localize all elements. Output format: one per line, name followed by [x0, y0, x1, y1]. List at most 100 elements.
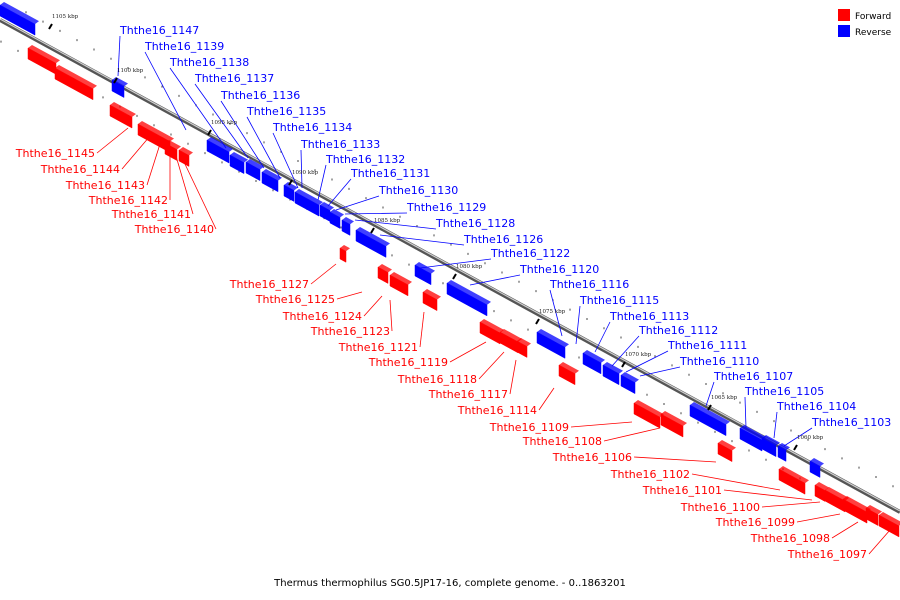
reverse-gene-label: Ththe16_1110: [679, 355, 759, 368]
forward-label-leader: [363, 295, 383, 317]
reverse-label-leader: [300, 149, 303, 189]
forward-gene-label: Ththe16_1108: [522, 435, 602, 448]
reverse-gene: [329, 211, 341, 229]
forward-label-leader: [603, 427, 661, 442]
forward-label-leader: [183, 161, 217, 230]
reverse-gene-top: [690, 402, 730, 425]
reverse-gene: [294, 191, 320, 217]
reverse-gene-top: [447, 280, 491, 305]
legend-reverse-swatch: [838, 25, 850, 37]
forward-label-leader: [146, 143, 161, 186]
reverse-gene-label: Ththe16_1105: [744, 385, 824, 398]
scale-label: 1090 kbp: [292, 170, 319, 176]
reverse-label-leader: [117, 35, 121, 77]
forward-gene-label: Ththe16_1099: [715, 516, 795, 529]
reverse-gene-top: [262, 169, 282, 181]
scale-label: 1095 kbp: [211, 120, 238, 126]
forward-gene: [389, 274, 409, 297]
forward-gene-label: Ththe16_1106: [552, 451, 632, 464]
reverse-label-leader: [773, 411, 778, 439]
forward-gene-top: [866, 505, 882, 515]
forward-gene-top: [843, 496, 871, 513]
reverse-gene: [261, 171, 279, 193]
reverse-gene-label: Ththe16_1128: [435, 217, 515, 230]
reverse-label-leader: [549, 289, 563, 337]
reverse-gene-top: [356, 227, 390, 247]
scale-labels-layer: 1105 kbp 1100 kbp 1095 kbp 1090 kbp 1085 kbp…: [48, 14, 824, 451]
major-tick: [535, 318, 540, 325]
forward-gene: [558, 364, 576, 386]
reverse-gene-top: [295, 189, 323, 206]
forward-gene-top: [779, 466, 809, 484]
major-tick: [621, 361, 626, 368]
reverse-gene-label: Ththe16_1111: [667, 339, 747, 352]
forward-label-leader: [509, 359, 517, 395]
forward-label-leader: [121, 135, 151, 170]
reverse-gene-label: Ththe16_1122: [490, 247, 570, 260]
major-tick: [113, 77, 118, 84]
forward-gene-label: Ththe16_1098: [750, 532, 830, 545]
forward-label-leader: [761, 501, 821, 508]
forward-gene-label: Ththe16_1140: [134, 223, 214, 236]
reverse-gene-top: [810, 458, 824, 467]
forward-gene-top: [28, 45, 60, 64]
forward-gene-top: [179, 147, 193, 156]
forward-label-leader: [336, 291, 363, 300]
forward-gene: [842, 498, 868, 524]
scale-label: 1065 kbp: [711, 395, 738, 401]
forward-gene-label: Ththe16_1109: [489, 421, 569, 434]
major-tick: [707, 404, 712, 411]
reverse-gene-label: Ththe16_1137: [194, 72, 274, 85]
forward-gene-top: [390, 272, 412, 285]
reverse-gene: [414, 264, 432, 286]
reverse-label-leader: [594, 321, 611, 353]
reverse-gene: [341, 219, 351, 236]
forward-gene-label: Ththe16_1118: [397, 373, 477, 386]
forward-gene-top: [55, 65, 97, 89]
forward-gene-top: [110, 102, 136, 118]
reverse-gene-label: Ththe16_1136: [220, 89, 300, 102]
forward-gene-label: Ththe16_1119: [368, 356, 448, 369]
forward-label-leader: [419, 311, 425, 348]
forward-gene-label: Ththe16_1141: [111, 208, 191, 221]
reverse-gene: [582, 352, 602, 375]
reverse-gene-top: [740, 425, 766, 441]
forward-gene-label: Ththe16_1144: [40, 163, 120, 176]
genes-layer: [0, 2, 900, 538]
forward-gene: [422, 291, 438, 312]
forward-gene-top: [559, 362, 579, 374]
forward-gene: [178, 149, 190, 167]
reverse-label-leader: [705, 381, 715, 407]
forward-gene-label: Ththe16_1101: [642, 484, 722, 497]
reverse-gene: [283, 184, 295, 202]
reverse-gene-label: Ththe16_1120: [519, 263, 599, 276]
major-tick: [48, 23, 53, 30]
scale-label: 1075 kbp: [539, 309, 566, 315]
major-tick: [288, 179, 293, 186]
reverse-gene: [229, 154, 245, 175]
scale-label: 1080 kbp: [456, 264, 483, 270]
reverse-gene-label: Ththe16_1139: [144, 40, 224, 53]
reverse-gene-top: [330, 209, 344, 218]
forward-gene-top: [138, 121, 174, 142]
reverse-label-leader: [744, 396, 747, 429]
reverse-label-leader: [354, 219, 437, 230]
reverse-gene-top: [246, 159, 264, 170]
forward-label-leader: [449, 341, 487, 363]
reverse-label-leader: [272, 132, 299, 189]
scale-label: 1105 kbp: [52, 14, 79, 20]
forward-label-leader: [633, 456, 717, 463]
legend-forward-label: Forward: [855, 12, 891, 22]
major-tick: [207, 129, 212, 136]
reverse-gene: [245, 161, 261, 182]
forward-gene-label: Ththe16_1097: [787, 548, 867, 561]
forward-gene: [824, 489, 846, 513]
reverse-gene: [777, 445, 787, 462]
reverse-label-leader: [317, 164, 327, 201]
forward-gene: [516, 340, 528, 358]
forward-gene-label: Ththe16_1142: [88, 194, 168, 207]
forward-gene: [499, 331, 519, 354]
reverse-gene-top: [320, 202, 334, 211]
reverse-gene-top: [583, 350, 605, 363]
forward-label-leader: [831, 521, 859, 539]
